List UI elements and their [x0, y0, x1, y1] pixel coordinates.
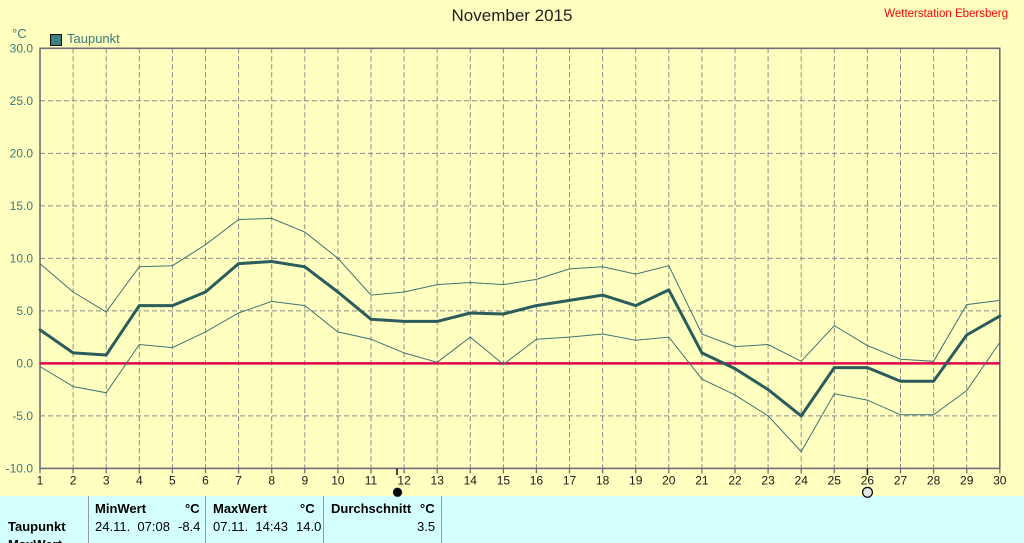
- svg-text:26: 26: [861, 473, 875, 487]
- svg-text:29: 29: [960, 473, 974, 487]
- svg-text:30.0: 30.0: [10, 41, 34, 55]
- svg-text:25.0: 25.0: [10, 94, 34, 108]
- svg-text:20.0: 20.0: [10, 146, 34, 160]
- svg-text:5: 5: [169, 473, 176, 487]
- svg-text:7: 7: [235, 473, 242, 487]
- svg-text:2: 2: [70, 473, 77, 487]
- svg-text:24: 24: [795, 473, 809, 487]
- svg-text:1: 1: [37, 473, 44, 487]
- svg-text:14: 14: [464, 473, 478, 487]
- svg-text:0.0: 0.0: [16, 356, 33, 370]
- svg-text:13: 13: [431, 473, 445, 487]
- svg-text:3: 3: [103, 473, 110, 487]
- svg-text:28: 28: [927, 473, 941, 487]
- svg-text:27: 27: [894, 473, 908, 487]
- svg-text:18: 18: [596, 473, 610, 487]
- svg-text:20: 20: [662, 473, 676, 487]
- svg-text:9: 9: [301, 473, 308, 487]
- svg-text:12: 12: [397, 473, 411, 487]
- svg-text:16: 16: [530, 473, 544, 487]
- svg-text:22: 22: [728, 473, 742, 487]
- svg-text:-10.0: -10.0: [6, 461, 34, 475]
- svg-text:15: 15: [497, 473, 511, 487]
- svg-text:4: 4: [136, 473, 143, 487]
- svg-text:8: 8: [268, 473, 275, 487]
- svg-text:11: 11: [365, 473, 378, 487]
- svg-text:6: 6: [202, 473, 209, 487]
- svg-text:-5.0: -5.0: [12, 409, 33, 423]
- svg-text:19: 19: [629, 473, 643, 487]
- svg-text:10.0: 10.0: [10, 251, 34, 265]
- svg-text:5.0: 5.0: [16, 304, 33, 318]
- svg-text:30: 30: [993, 473, 1007, 487]
- svg-text:17: 17: [563, 473, 577, 487]
- svg-text:15.0: 15.0: [10, 199, 34, 213]
- svg-text:23: 23: [761, 473, 775, 487]
- svg-text:25: 25: [828, 473, 842, 487]
- svg-text:10: 10: [331, 473, 345, 487]
- svg-text:21: 21: [695, 473, 709, 487]
